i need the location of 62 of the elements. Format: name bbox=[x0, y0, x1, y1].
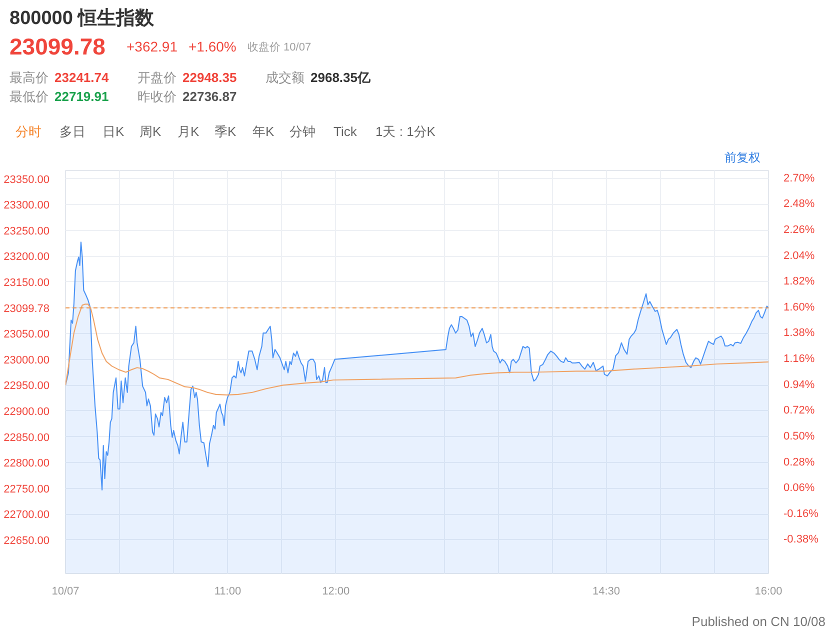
y-tick-label: 23000.00 bbox=[4, 354, 50, 366]
y2-tick-label: 0.06% bbox=[784, 482, 815, 494]
y-tick-label: 23099.78 bbox=[4, 302, 50, 315]
text: 开盘价 bbox=[138, 70, 176, 85]
y2-tick-label: 2.04% bbox=[784, 250, 815, 262]
y-tick-label: 22650.00 bbox=[4, 534, 50, 547]
text: 多日 bbox=[60, 124, 86, 139]
text: 前复权 bbox=[724, 150, 760, 164]
text: 2968.35亿 bbox=[310, 70, 372, 85]
text: 日K bbox=[102, 124, 124, 139]
x-tick-label: 10/07 bbox=[52, 586, 80, 598]
text: 1天 : 1分K bbox=[376, 124, 436, 139]
y-tick-label: 23350.00 bbox=[4, 174, 50, 186]
text: 最高价 bbox=[10, 70, 48, 85]
text: 22736.87 bbox=[182, 89, 237, 104]
y2-tick-label: 0.28% bbox=[784, 456, 815, 468]
y2-tick-label: 0.72% bbox=[784, 404, 815, 417]
y-tick-label: 22900.00 bbox=[4, 406, 50, 418]
y2-tick-label: 2.70% bbox=[784, 172, 815, 184]
text: 22948.35 bbox=[182, 70, 237, 85]
y-tick-label: 23050.00 bbox=[4, 328, 50, 341]
text: 周K bbox=[140, 124, 162, 139]
x-tick-label: 11:00 bbox=[214, 586, 242, 598]
x-tick-label: 16:00 bbox=[754, 586, 782, 598]
y-tick-label: 23200.00 bbox=[4, 251, 50, 264]
y-tick-label: 23150.00 bbox=[4, 276, 50, 289]
text: +1.60% bbox=[188, 38, 236, 54]
chart-title: 800000 恒生指数 bbox=[10, 7, 156, 29]
text: 收盘价 10/07 bbox=[248, 42, 312, 54]
y-tick-label: 23300.00 bbox=[4, 200, 50, 212]
y-tick-label: 22850.00 bbox=[4, 432, 50, 444]
text: 季K bbox=[214, 124, 236, 139]
y2-tick-label: 1.60% bbox=[784, 301, 815, 314]
text: Published on CN 10/08 bbox=[692, 614, 826, 629]
text: +362.91 bbox=[126, 38, 178, 54]
y-tick-label: 23250.00 bbox=[4, 225, 50, 238]
y2-tick-label: -0.16% bbox=[784, 508, 819, 520]
y-tick-label: 22750.00 bbox=[4, 483, 50, 496]
text: 最低价 bbox=[10, 89, 48, 104]
y2-tick-label: 1.38% bbox=[784, 327, 815, 340]
y-tick-label: 22800.00 bbox=[4, 458, 50, 470]
line-series bbox=[66, 304, 768, 396]
text: 22719.91 bbox=[54, 89, 109, 104]
y2-tick-label: 2.48% bbox=[784, 198, 815, 210]
y2-tick-label: 2.26% bbox=[784, 224, 815, 236]
text: 成交额 bbox=[266, 70, 304, 85]
x-tick-label: 12:00 bbox=[322, 586, 350, 598]
y-tick-label: 22700.00 bbox=[4, 509, 50, 522]
y-tick-label: 22950.00 bbox=[4, 380, 50, 392]
text: 月K bbox=[178, 124, 200, 139]
text: 分钟 bbox=[290, 124, 316, 139]
y2-tick-label: 1.82% bbox=[784, 276, 815, 288]
text: 昨收价 bbox=[138, 89, 176, 104]
text: Tick bbox=[334, 124, 358, 139]
y2-tick-label: 0.50% bbox=[784, 430, 815, 442]
text: 23241.74 bbox=[54, 70, 110, 85]
y2-tick-label: 0.94% bbox=[784, 378, 815, 391]
y2-tick-label: 1.16% bbox=[784, 353, 815, 366]
x-tick-label: 14:30 bbox=[592, 586, 620, 598]
text: 年K bbox=[252, 124, 274, 139]
text: 分时 bbox=[16, 124, 42, 139]
y2-tick-label: -0.38% bbox=[784, 534, 819, 546]
